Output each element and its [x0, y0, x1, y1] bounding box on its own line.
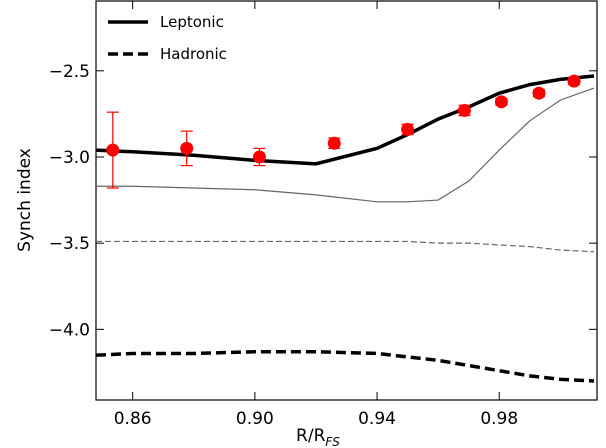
- plot-frame: [95, 0, 598, 401]
- series-line: [96, 240, 594, 253]
- y-tick-label: −2.5: [49, 62, 90, 82]
- data-point: [180, 141, 194, 155]
- data-point: [401, 122, 415, 136]
- y-tick-label: −4.0: [49, 320, 90, 340]
- series-line: [96, 87, 595, 203]
- x-tick-label: 0.86: [114, 409, 152, 429]
- data-point: [532, 86, 546, 100]
- data-point: [106, 143, 120, 157]
- series-line: [95, 349, 595, 383]
- x-axis-label-sub: FS: [325, 435, 340, 448]
- y-axis-label: Synch index: [15, 148, 35, 252]
- series-line: [95, 74, 595, 166]
- data-point: [327, 136, 341, 150]
- data-point: [252, 150, 266, 164]
- x-tick-label: 0.90: [236, 409, 274, 429]
- y-tick-label: −3.0: [49, 148, 90, 168]
- data-point: [457, 103, 471, 117]
- data-point: [494, 95, 508, 109]
- legend-label: Leptonic: [160, 13, 224, 31]
- y-tick-label: −3.5: [49, 234, 90, 254]
- x-tick-label: 0.94: [358, 409, 396, 429]
- x-axis-label: R/RFS: [296, 426, 340, 448]
- data-point: [567, 74, 581, 88]
- x-tick-label: 0.98: [480, 409, 518, 429]
- legend-label: Hadronic: [160, 45, 227, 63]
- x-axis-label-main: R/R: [296, 426, 326, 446]
